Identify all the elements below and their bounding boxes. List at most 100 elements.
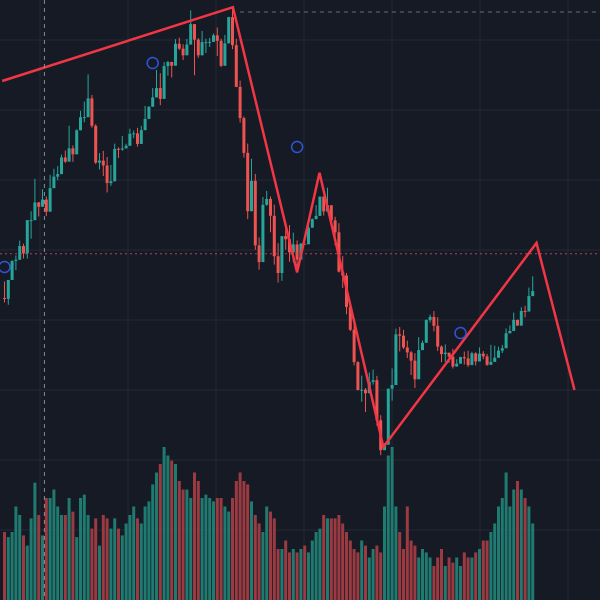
volume-bar (139, 523, 143, 600)
candle-body (162, 66, 166, 99)
candle-body (90, 98, 94, 126)
candle-body (44, 199, 48, 212)
volume-bar (405, 506, 409, 600)
candle-body (105, 165, 109, 184)
candle-body (508, 330, 512, 334)
volume-bar (33, 482, 37, 600)
candle-body (531, 291, 535, 297)
candle-body (177, 43, 181, 49)
candle-body (504, 333, 508, 349)
candle-body (158, 88, 162, 99)
candle-body (208, 41, 212, 43)
candle-body (196, 39, 200, 56)
candle-body (193, 24, 196, 40)
candle-body (470, 353, 474, 366)
candle-body (136, 133, 139, 144)
candle-body (174, 43, 177, 66)
volume-bar (303, 545, 307, 600)
candle-body (333, 220, 337, 233)
volume-bar (189, 498, 193, 600)
candle-body (261, 204, 265, 263)
candle-body (257, 245, 261, 263)
candle-body (360, 389, 364, 391)
volume-bar (67, 498, 71, 600)
candle-body (462, 357, 466, 359)
candle-body (223, 43, 227, 66)
volume-bar (63, 515, 67, 600)
candle-body (371, 380, 375, 382)
volume-bar (322, 515, 326, 600)
volume-bar (398, 532, 402, 600)
volume-bar (383, 506, 386, 600)
volume-bar (22, 535, 25, 600)
volume-bar (227, 511, 231, 600)
candle-body (6, 279, 10, 299)
volume-bar (128, 515, 132, 600)
volume-bar (37, 515, 41, 600)
candle-body (481, 353, 485, 357)
candle-body (440, 346, 443, 355)
signal-marker (290, 140, 304, 154)
volume-bar (280, 549, 284, 600)
volume-bar (257, 523, 261, 600)
volume-bar (177, 481, 181, 600)
candle-body (181, 48, 185, 56)
volume-bar (79, 498, 82, 600)
candle-body (276, 256, 280, 273)
candle-body (155, 88, 158, 98)
volume-bar (516, 481, 519, 600)
volume-bar (455, 557, 459, 600)
candle-body (60, 157, 63, 175)
volume-bar (386, 455, 390, 600)
candle-body (82, 117, 86, 119)
candle-body (143, 118, 147, 131)
candle-body (284, 236, 288, 240)
volume-bar (151, 484, 155, 600)
volume-bar (75, 537, 79, 600)
volume-bar (417, 557, 421, 600)
volume-bar (512, 489, 516, 600)
candle-body (185, 44, 189, 56)
candle-body (459, 357, 462, 364)
volume-bar (234, 481, 238, 600)
volume-bar (113, 518, 117, 600)
volume-bar (307, 552, 310, 600)
volume-bar (185, 489, 189, 600)
volume-bar (181, 489, 185, 600)
candle-body (493, 357, 497, 362)
volume-bar (56, 506, 60, 600)
candle-body (67, 148, 71, 162)
candle-body (117, 148, 120, 150)
volume-bar (413, 545, 417, 600)
volume-bar (120, 535, 124, 600)
candle-body (113, 148, 117, 182)
volume-bar (337, 515, 341, 600)
candle-body (451, 356, 455, 367)
candle-body (322, 196, 326, 212)
volume-bar (295, 552, 299, 600)
volume-bar (143, 506, 147, 600)
volume-bar (390, 447, 394, 600)
candle-body (402, 335, 405, 348)
candle-body (124, 145, 128, 149)
candle-body (314, 215, 318, 220)
volume-bar (155, 472, 158, 600)
candle-body (265, 198, 269, 205)
candle-body (428, 316, 432, 320)
candle-body (269, 198, 272, 216)
volume-bar (394, 506, 398, 600)
candle-body (352, 329, 356, 363)
candle-body (63, 157, 67, 162)
candle-body (295, 244, 299, 260)
candle-body (227, 17, 231, 44)
volume-bar (52, 489, 56, 600)
candle-body (234, 45, 238, 87)
volume-bar (238, 472, 242, 600)
volume-bar (436, 557, 440, 600)
candle-body (25, 220, 29, 254)
volume-bar (3, 532, 6, 600)
